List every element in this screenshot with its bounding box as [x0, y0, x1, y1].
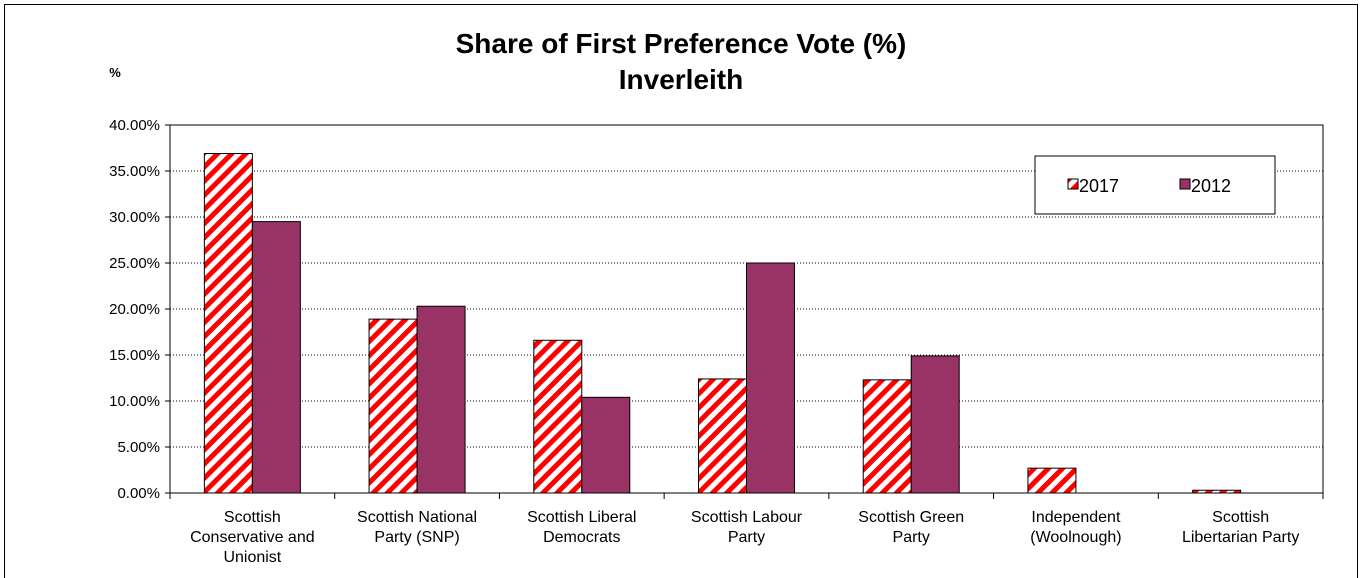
- bar-2017: [368, 318, 418, 494]
- y-tick-label: 40.00%: [109, 117, 160, 134]
- x-category-label: Scottish Libertarian Party: [1182, 509, 1299, 546]
- x-category-label: Scottish Labour Party: [691, 509, 803, 546]
- y-tick-label: 20.00%: [109, 301, 160, 318]
- legend-swatch-2012: [1179, 178, 1191, 190]
- bar-2012: [251, 221, 301, 494]
- y-axis-unit-label: %: [109, 65, 121, 80]
- bar-2017: [1027, 467, 1077, 494]
- chart-title: Share of First Preference Vote (%): [456, 28, 907, 59]
- bar-2017: [862, 379, 912, 494]
- chart-frame: [4, 4, 1358, 578]
- y-axis: 0.00% 5.00% 10.00% 15.00% 20.00% 25.00% 30.00%…: [109, 117, 170, 502]
- legend-label-2012: 2012: [1191, 176, 1231, 196]
- legend-swatch-2017: [1067, 178, 1079, 190]
- bar-2017: [1192, 489, 1242, 494]
- bar-2012: [910, 355, 960, 494]
- bar-2012: [746, 262, 795, 494]
- y-tick-label: 10.00%: [109, 393, 160, 410]
- y-tick-label: 25.00%: [109, 255, 160, 272]
- chart-subtitle: Inverleith: [619, 64, 743, 95]
- legend-label-2017: 2017: [1079, 176, 1119, 196]
- y-tick-label: 5.00%: [117, 439, 160, 456]
- bar-2017: [533, 339, 583, 494]
- x-category-label: Scottish Green Party: [858, 509, 964, 546]
- bar-2012: [581, 396, 631, 494]
- x-category-label: Scottish Liberal Democrats: [527, 509, 636, 546]
- bar-2012: [416, 305, 466, 494]
- legend: 2017 2012: [1034, 155, 1276, 215]
- y-tick-label: 15.00%: [109, 347, 160, 364]
- bar-2017: [698, 378, 747, 494]
- x-category-label: Scottish National Party (SNP): [357, 509, 477, 546]
- bars: [203, 153, 1242, 494]
- x-category-label: Scottish Conservative and Unionist: [190, 509, 315, 566]
- bar-2017: [203, 153, 253, 494]
- y-tick-label: 35.00%: [109, 163, 160, 180]
- y-tick-label: 30.00%: [109, 209, 160, 226]
- y-tick-label: 0.00%: [117, 485, 160, 502]
- x-category-label: Independent (Woolnough): [1030, 509, 1121, 546]
- x-axis: Scottish Conservative and Unionist Scottish…: [169, 493, 1324, 566]
